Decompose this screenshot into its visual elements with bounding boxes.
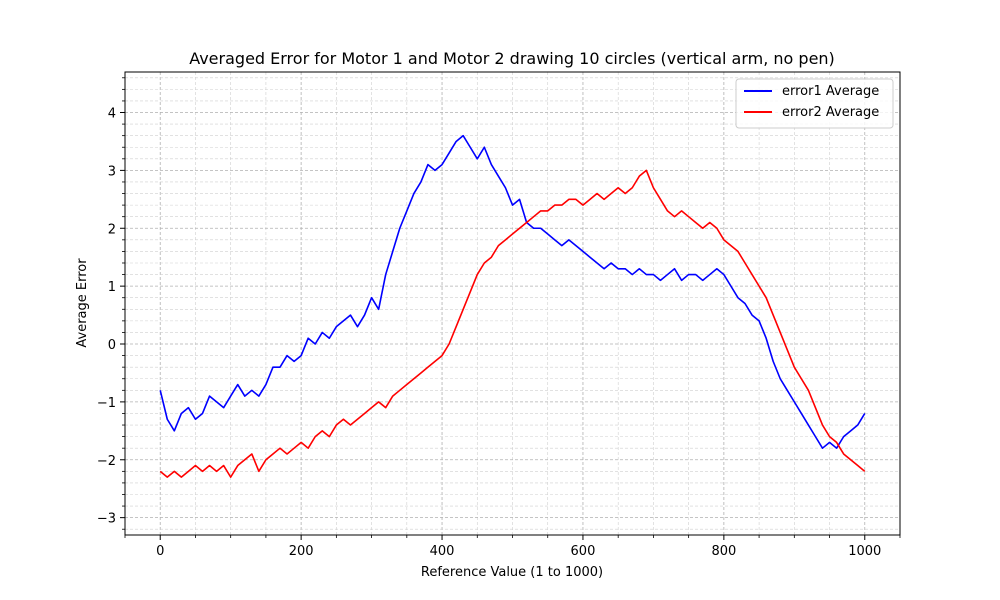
y-tick-label: 3: [108, 164, 116, 179]
chart-title: Averaged Error for Motor 1 and Motor 2 d…: [189, 49, 835, 68]
x-axis-label: Reference Value (1 to 1000): [421, 565, 603, 580]
x-tick-label: 800: [711, 544, 736, 559]
x-tick-label: 200: [289, 544, 314, 559]
x-tick-label: 400: [430, 544, 455, 559]
y-tick-label: 1: [108, 280, 116, 295]
legend-label-error2: error2 Average: [782, 105, 879, 120]
x-tick-label: 600: [571, 544, 596, 559]
y-tick-label: −2: [97, 454, 116, 469]
y-tick-label: 0: [108, 338, 116, 353]
ticks: 0 200 400 600 800 1000 −3 −2 −1 0 1 2 3 4: [97, 77, 901, 559]
y-axis-label: Average Error: [75, 258, 90, 348]
legend-box: [735, 78, 894, 129]
legend-label-error1: error1 Average: [782, 84, 879, 99]
y-tick-label: 2: [108, 222, 116, 237]
series-group: [159, 134, 866, 478]
series-line-1: [159, 134, 866, 449]
x-tick-label: 0: [156, 544, 164, 559]
y-tick-label: −1: [97, 396, 116, 411]
x-tick-label: 1000: [848, 544, 881, 559]
series-line-2: [159, 169, 866, 478]
y-tick-label: 4: [108, 107, 116, 122]
legend: error1 Average error2 Average: [735, 78, 894, 129]
y-tick-label: −3: [97, 512, 116, 527]
